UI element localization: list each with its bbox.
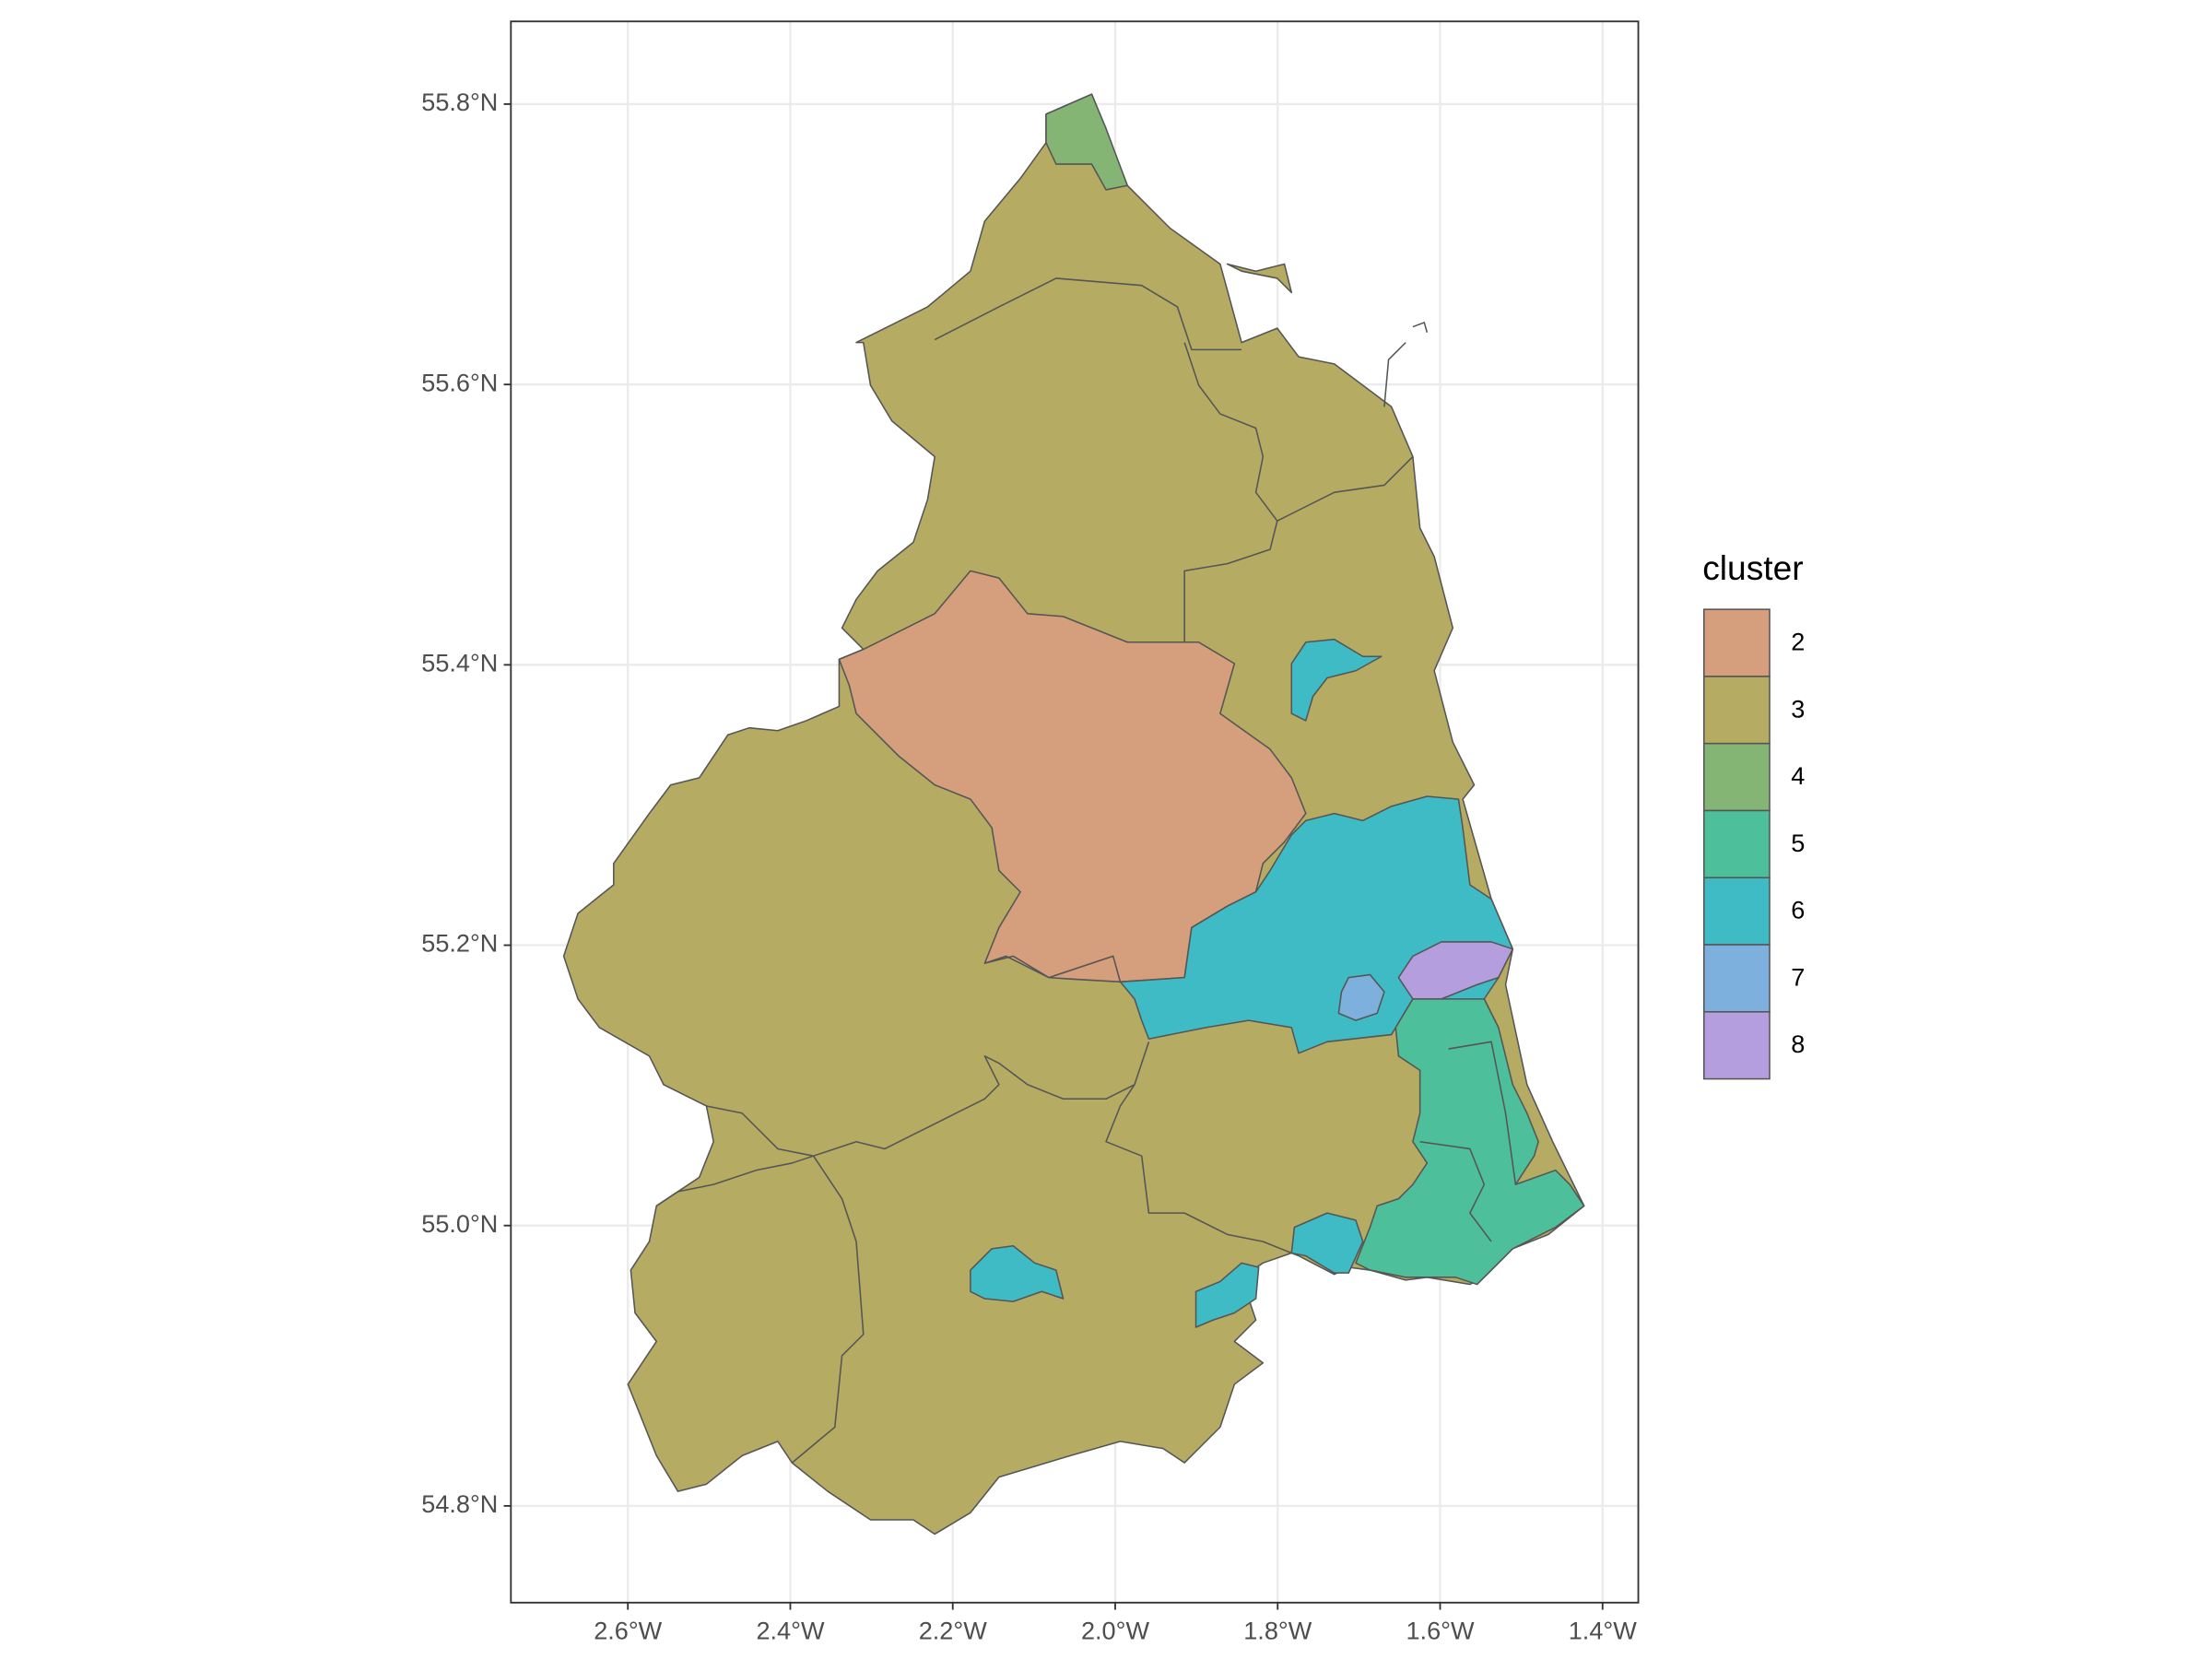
x-tick-label: 2.4°W — [756, 1617, 824, 1645]
region — [1355, 998, 1585, 1286]
boundary — [655, 1155, 814, 1207]
legend-label: 4 — [1791, 761, 1805, 790]
axes: 2.6°W 2.4°W 2.2°W 2.0°W 1.8°W 1.6°W 1.4°W 54.8°… — [421, 88, 1637, 1644]
region — [1290, 638, 1382, 722]
legend-label: 2 — [1791, 627, 1805, 655]
y-tick-label: 55.4°N — [421, 648, 498, 677]
legend-key — [1702, 1011, 1771, 1080]
boundary — [934, 277, 1242, 351]
x-tick-label: 1.6°W — [1406, 1617, 1474, 1645]
boundary — [1448, 1041, 1517, 1185]
legend-key — [1702, 608, 1771, 677]
boundary — [1412, 322, 1429, 333]
region — [970, 1244, 1065, 1302]
y-tick-label: 55.0°N — [421, 1209, 498, 1238]
boundary — [984, 955, 1122, 982]
y-tick-label: 54.8°N — [421, 1489, 498, 1518]
region — [1194, 1262, 1260, 1328]
legend-title: cluster — [1702, 548, 1803, 587]
legend-key — [1702, 676, 1771, 745]
x-tick-label: 1.4°W — [1569, 1617, 1637, 1645]
boundary — [1419, 1140, 1492, 1242]
legend-key — [1702, 809, 1771, 879]
y-tick-label: 55.2°N — [421, 929, 498, 958]
y-tick-label: 55.6°N — [421, 368, 498, 396]
legend-label: 8 — [1791, 1030, 1805, 1058]
legend-label: 6 — [1791, 896, 1805, 924]
region — [1226, 263, 1293, 294]
region — [1045, 93, 1128, 191]
map — [562, 93, 1585, 1535]
legend-label: 5 — [1791, 829, 1805, 857]
boundary — [1383, 342, 1406, 407]
legend-key — [1702, 877, 1771, 946]
legend: cluster 2 3 4 5 6 7 8 — [1702, 548, 1805, 1080]
x-tick-label: 2.0°W — [1081, 1617, 1149, 1645]
legend-label: 7 — [1791, 962, 1805, 991]
boundary — [1183, 342, 1414, 522]
boundary — [1105, 1084, 1292, 1254]
panel-border — [510, 20, 1640, 1604]
boundary — [1183, 520, 1278, 642]
boundary — [706, 1041, 1150, 1157]
legend-label: 3 — [1791, 694, 1805, 723]
region — [1337, 973, 1385, 1021]
x-tick-label: 2.6°W — [594, 1617, 662, 1645]
legend-key — [1702, 742, 1771, 812]
boundary — [791, 1155, 865, 1464]
x-tick-label: 1.8°W — [1243, 1617, 1312, 1645]
x-tick-label: 2.2°W — [919, 1617, 987, 1645]
y-tick-label: 55.8°N — [421, 88, 498, 116]
legend-key — [1702, 944, 1771, 1013]
region — [1290, 1212, 1364, 1274]
